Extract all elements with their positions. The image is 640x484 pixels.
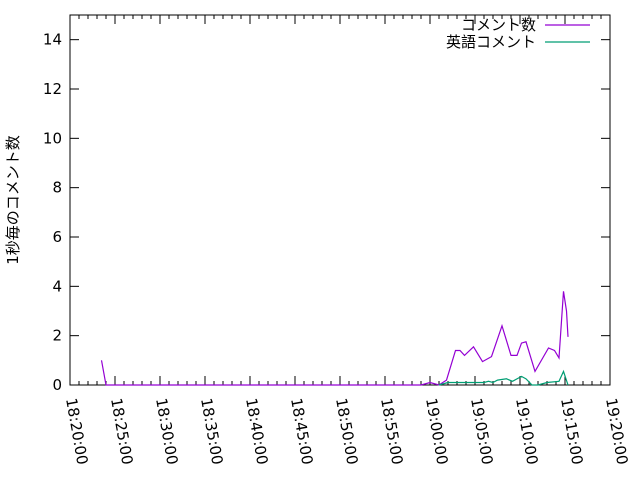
x-tick-label: 19:05:00 (467, 397, 496, 466)
y-axis-label: 1秒毎のコメント数 (4, 135, 22, 265)
x-tick-label: 18:35:00 (197, 397, 226, 466)
x-tick-label: 18:25:00 (107, 397, 136, 466)
plot-frame (69, 14, 611, 386)
y-tick-label: 14 (43, 31, 62, 49)
legend-label: 英語コメント (446, 33, 536, 51)
x-tick-label: 19:20:00 (602, 397, 631, 466)
axes: 0 2 4 6 8 10 12 14 18:20:00 18:25:00 18:30:00 18:35… (43, 14, 631, 466)
x-tick-label: 18:50:00 (332, 397, 361, 466)
series-line-0 (100, 291, 569, 386)
x-tick-label: 18:40:00 (242, 397, 271, 466)
y-tick-label: 12 (43, 80, 62, 98)
y-tick-label: 6 (52, 228, 62, 246)
x-tick-label: 18:55:00 (377, 397, 406, 466)
x-tick-label: 19:00:00 (422, 397, 451, 466)
x-tick-label: 19:10:00 (512, 397, 541, 466)
series-layer (100, 291, 569, 386)
y-tick-label: 0 (52, 376, 62, 394)
x-tick-label: 18:30:00 (152, 397, 181, 466)
x-tick-label: 18:20:00 (62, 397, 91, 466)
series-line-1 (438, 369, 569, 386)
y-tick-label: 10 (43, 129, 62, 147)
x-tick-label: 19:15:00 (557, 397, 586, 466)
y-tick-label: 4 (52, 277, 62, 295)
legend-label: コメント数 (461, 16, 536, 34)
y-tick-label: 2 (52, 327, 62, 345)
x-tick-label: 18:45:00 (287, 397, 316, 466)
y-tick-label: 8 (52, 179, 62, 197)
